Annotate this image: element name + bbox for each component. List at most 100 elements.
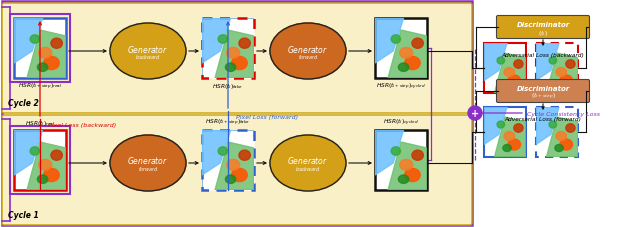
Ellipse shape [504,132,515,141]
Ellipse shape [270,135,346,191]
Polygon shape [27,31,66,79]
FancyBboxPatch shape [2,4,472,114]
Ellipse shape [404,57,420,70]
Polygon shape [484,108,507,145]
Text: $(t_i)$: $(t_i)$ [538,28,548,37]
Polygon shape [484,44,507,81]
FancyBboxPatch shape [497,16,589,39]
Ellipse shape [412,39,424,49]
Ellipse shape [549,58,557,65]
Polygon shape [536,44,559,81]
Polygon shape [215,31,254,79]
Bar [202,131,254,190]
Ellipse shape [560,139,573,150]
Ellipse shape [37,64,48,72]
Polygon shape [495,118,526,157]
Polygon shape [547,54,578,94]
Ellipse shape [398,175,409,184]
Polygon shape [495,54,526,94]
Ellipse shape [30,36,40,44]
Ellipse shape [514,124,523,133]
Text: $_{forward}$: $_{forward}$ [138,165,159,173]
Polygon shape [547,118,578,157]
Polygon shape [202,19,230,64]
Ellipse shape [227,160,240,170]
Ellipse shape [398,64,409,72]
Bar [2,2,472,225]
Ellipse shape [556,132,566,141]
Text: Adversarial Loss (backward): Adversarial Loss (backward) [502,53,584,58]
Ellipse shape [232,169,247,182]
Text: $HSR(t_{i+step})_{real}$: $HSR(t_{i+step})_{real}$ [18,82,62,92]
Ellipse shape [497,58,504,65]
Bar [14,19,66,79]
Bar [14,131,66,190]
Polygon shape [375,19,404,64]
Bar [202,19,254,79]
Ellipse shape [239,151,250,160]
Text: Cycle Consistency Loss: Cycle Consistency Loss [527,112,600,117]
FancyBboxPatch shape [2,116,472,225]
Ellipse shape [412,151,424,160]
Ellipse shape [555,81,563,88]
Ellipse shape [497,121,504,128]
Bar [375,19,427,79]
Bar [375,131,427,190]
Ellipse shape [400,160,413,170]
Polygon shape [536,108,559,145]
Text: Discriminator: Discriminator [516,86,570,92]
Text: Pixel Loss (backward): Pixel Loss (backward) [48,122,116,127]
Ellipse shape [227,48,240,59]
Ellipse shape [508,76,520,87]
Text: Cycle 2: Cycle 2 [8,99,39,108]
Ellipse shape [218,36,227,44]
Ellipse shape [110,24,186,80]
Bar [484,44,526,94]
Ellipse shape [44,169,60,182]
Bar [484,44,526,94]
Ellipse shape [503,145,511,152]
Polygon shape [215,142,254,190]
Text: $HSR(t_i)_{real}$: $HSR(t_i)_{real}$ [25,118,55,127]
Ellipse shape [38,48,52,59]
Ellipse shape [503,81,511,88]
Text: Cycle 1: Cycle 1 [8,210,39,219]
Bar [536,108,578,157]
Text: $_{backward}$: $_{backward}$ [295,165,321,173]
Ellipse shape [30,147,40,155]
Ellipse shape [51,39,62,49]
Ellipse shape [270,24,346,80]
Ellipse shape [239,39,250,49]
Polygon shape [14,19,43,64]
Polygon shape [375,131,404,175]
Ellipse shape [37,175,48,184]
Ellipse shape [391,147,401,155]
Ellipse shape [556,68,566,77]
Ellipse shape [549,121,557,128]
Text: $HSR(t_{i+step})_{cycled}$: $HSR(t_{i+step})_{cycled}$ [376,82,426,92]
Polygon shape [388,142,427,190]
Ellipse shape [560,76,573,87]
Polygon shape [14,131,43,175]
Circle shape [468,106,482,121]
Ellipse shape [514,60,523,69]
Ellipse shape [404,169,420,182]
Bar [375,19,427,79]
Ellipse shape [51,151,62,160]
Ellipse shape [400,48,413,59]
Ellipse shape [44,57,60,70]
Text: $Generator$: $Generator$ [287,43,328,54]
Bar [14,19,66,79]
Bar [375,131,427,190]
Polygon shape [388,31,427,79]
Bar [202,131,254,190]
Text: $_{backward}$: $_{backward}$ [135,54,161,62]
Polygon shape [202,131,230,175]
Bar [536,108,578,157]
Ellipse shape [391,36,401,44]
Text: $HSR(t_i)_{fake}$: $HSR(t_i)_{fake}$ [212,82,244,91]
Ellipse shape [508,139,520,150]
Bar [484,108,526,157]
Text: +: + [471,109,479,118]
Ellipse shape [225,64,236,72]
